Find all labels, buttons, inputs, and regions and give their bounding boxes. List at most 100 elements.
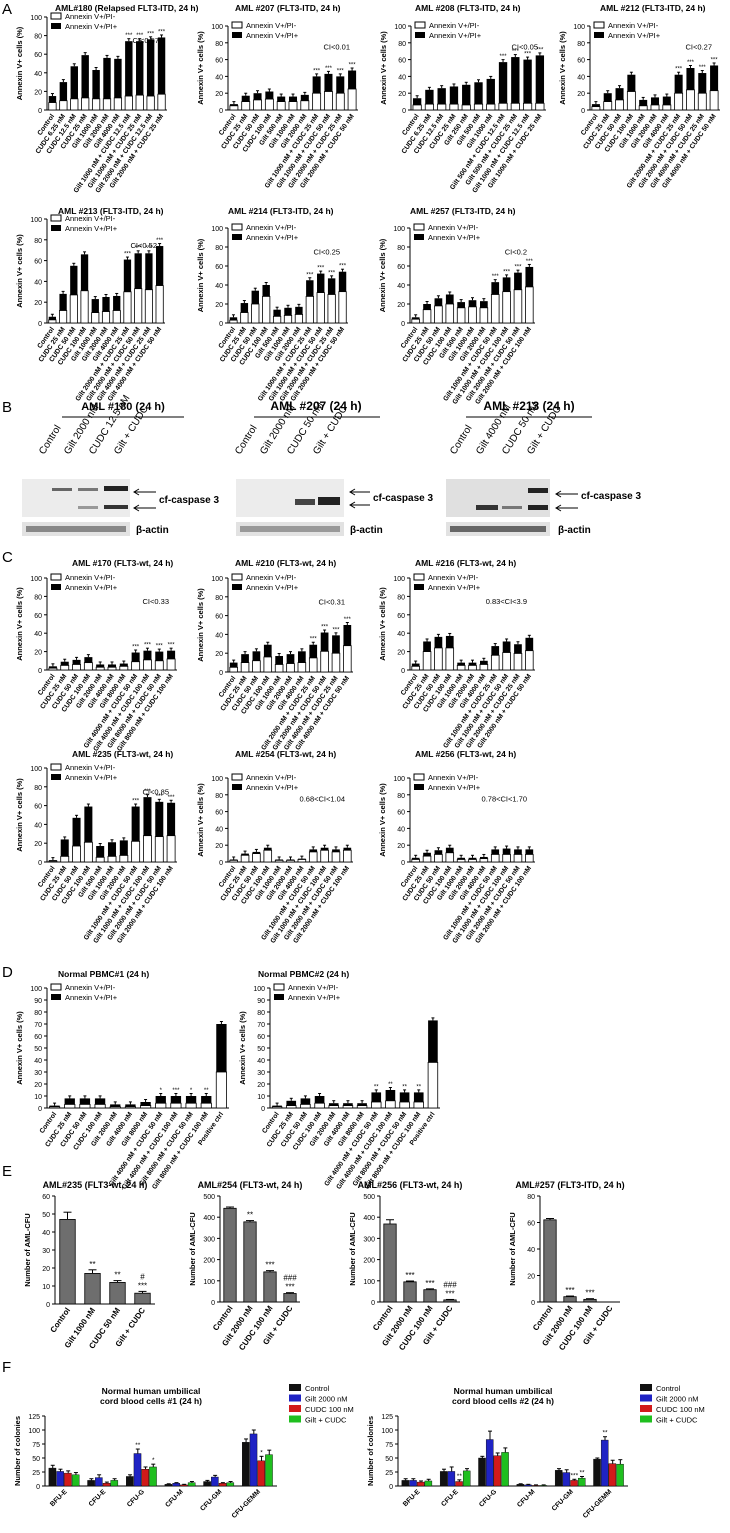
bar-pi-neg [686, 89, 695, 111]
y-tick-label: 400 [203, 1215, 215, 1222]
ci-annotation: CI<0.2 [505, 248, 527, 257]
bar-pi-pos [468, 662, 477, 666]
y-tick-label: 60 [215, 264, 223, 271]
legend-label: Annexin V+/PI- [246, 773, 297, 782]
y-tick-label: 60 [34, 1034, 42, 1041]
x-tick-label: BFU-E [49, 1488, 69, 1508]
legend-swatch-pi-neg [231, 223, 243, 231]
legend-label: Annexin V+/PI- [65, 763, 116, 772]
bar-pi-neg [274, 859, 284, 863]
y-tick-label: 100 [211, 24, 223, 31]
legend-swatch-pi-neg [413, 573, 425, 581]
significance-stars: *** [265, 1261, 274, 1270]
bar-pi-neg [591, 106, 601, 111]
y-tick-label: 80 [257, 1010, 265, 1017]
legend-label: Annexin V+/PI- [246, 21, 297, 30]
y-tick-label: 20 [34, 1082, 42, 1089]
y-tick-label: 60 [397, 264, 405, 271]
significance-stars: ** [374, 1084, 379, 1090]
significance-stars: *** [125, 33, 133, 39]
cfu-bar [283, 1293, 297, 1303]
colony-bar [416, 1481, 425, 1487]
legend-label: Annexin V+/PI+ [65, 224, 118, 233]
bar-pi-neg [445, 647, 455, 671]
bar-pi-pos [348, 70, 357, 89]
colony-bar [249, 1433, 258, 1487]
bar-pi-neg [422, 855, 432, 863]
cfu-bar [84, 1273, 101, 1305]
colony-bar [141, 1468, 150, 1487]
chart-e2: 0 100 200 300 400 500 Number of AML-CFU AML#254… [188, 1180, 302, 1352]
chart-title: AML #216 (FLT3-wt, 24 h) [415, 558, 516, 568]
legend-swatch-pi-neg [50, 763, 62, 771]
y-tick-label: 100 [393, 776, 405, 783]
y-axis-label: Number of AML-CFU [348, 1212, 357, 1285]
legend-swatch [640, 1394, 652, 1402]
colony-bar [593, 1458, 601, 1487]
bar-pi-pos [328, 1103, 339, 1106]
bar-pi-pos [70, 66, 78, 99]
chart-a3: 0 20 40 60 80 100 Annexin V+ cells (%) AML #208… [379, 3, 546, 194]
bar-pi-pos [514, 644, 522, 654]
bar-pi-neg [253, 99, 262, 111]
chart-title: AML #214 (FLT3-ITD, 24 h) [228, 206, 334, 216]
significance-hash: # [140, 1272, 145, 1281]
y-tick-label: 100 [363, 1279, 375, 1286]
legend-swatch-pi-neg [593, 21, 605, 29]
bar-pi-neg [154, 836, 164, 863]
bar-pi-pos [511, 57, 520, 104]
colony-bar [164, 1484, 173, 1487]
y-tick-label: 20 [527, 1274, 535, 1281]
y-tick-label: 100 [203, 1279, 215, 1286]
y-tick-label: 20 [398, 91, 406, 98]
significance-stars: *** [132, 799, 140, 805]
y-tick-label: 60 [42, 1194, 50, 1201]
bar-pi-neg [109, 1106, 121, 1109]
bar-pi-neg [72, 664, 81, 671]
bar-pi-neg [437, 103, 447, 111]
bar-pi-pos [284, 307, 292, 316]
bar-pi-neg [155, 285, 164, 324]
bar-pi-neg [241, 101, 251, 111]
chart-c3: 0 20 40 60 80 100 Annexin V+ cells (%) AML #216… [378, 558, 535, 750]
x-tick-label: CFU-M [164, 1488, 185, 1509]
x-tick-label: Control [48, 1306, 72, 1334]
colony-bar [539, 1485, 548, 1487]
x-tick-label: CFU-GM [199, 1488, 223, 1512]
bar-pi-neg [154, 660, 164, 671]
y-tick-label: 50 [34, 1046, 42, 1053]
colony-bar [95, 1477, 103, 1487]
legend-swatch-pi-neg [50, 983, 62, 991]
bar-pi-neg [229, 105, 239, 111]
y-tick-label: 400 [363, 1215, 375, 1222]
chart-title: Normal PBMC#2 (24 h) [258, 969, 349, 979]
bar-pi-pos [155, 246, 164, 286]
chart-c4: 0 20 40 60 80 100 Annexin V+ cells (%) AML #235… [15, 749, 177, 945]
bar-pi-pos [136, 41, 144, 96]
y-tick-label: 0 [36, 1484, 40, 1491]
y-tick-label: 100 [30, 15, 42, 22]
legend-label: Annexin V+/PI- [246, 223, 297, 232]
y-tick-label: 100 [30, 766, 42, 773]
y-tick-label: 0 [261, 1106, 265, 1113]
chart-title: AML#257 (FLT3-ITD, 24 h) [515, 1180, 624, 1190]
bar-pi-neg [119, 855, 129, 863]
bar-pi-pos [94, 1098, 106, 1105]
bar-pi-neg [411, 859, 420, 863]
bar-pi-neg [338, 291, 347, 324]
colony-bar [424, 1480, 433, 1487]
bar-pi-pos [263, 847, 272, 851]
bar-pi-pos [185, 1096, 197, 1104]
bar-pi-neg [229, 666, 238, 673]
significance-stars: ** [114, 1271, 120, 1280]
colony-bar [149, 1466, 157, 1487]
x-tick-label: CFU-GEMM [231, 1488, 263, 1520]
y-tick-label: 100 [211, 776, 223, 783]
significance-stars: *** [172, 1088, 180, 1094]
legend-label: Annexin V+/PI- [65, 573, 116, 582]
bar-pi-pos [535, 55, 545, 104]
bar-pi-pos [114, 58, 122, 98]
ci-annotation: 0.78<CI<1.70 [482, 795, 527, 804]
legend-label: Annexin V+/PI+ [428, 583, 481, 592]
colony-bar [577, 1477, 586, 1487]
